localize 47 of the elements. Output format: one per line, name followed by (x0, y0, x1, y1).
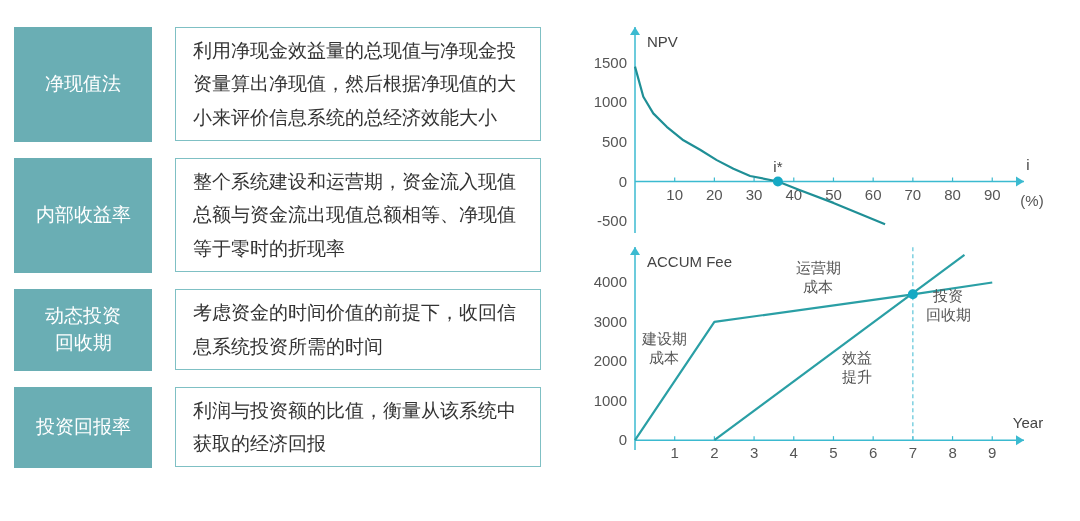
y-tick-label: 1000 (593, 391, 627, 409)
annotation: 效益提升 (842, 348, 872, 385)
annotation: 投资回收期 (925, 286, 971, 323)
x-tick-label: 1 (670, 444, 679, 462)
line-series (633, 65, 887, 226)
x-tick-label: 9 (988, 444, 997, 462)
text: 利用净现金效益量的总现值与净现金投资量算出净现值，然后根据净现值的大小来评价信息系统的总经济效能大小 (175, 27, 541, 141)
annotation: 建设期成本 (640, 329, 687, 366)
text: 内部收益率 (34, 203, 132, 228)
x-tick-label: 4 (789, 444, 798, 462)
annotation: (%) (1020, 192, 1044, 209)
x-tick-label: 8 (948, 444, 957, 462)
annotation: i* (773, 157, 783, 175)
y-tick-label: 0 (618, 431, 627, 449)
text: 净现值法 (44, 72, 122, 97)
text: 考虑资金的时间价值的前提下，收回信息系统投资所需的时间 (175, 289, 541, 370)
x-tick-label: 90 (983, 185, 1001, 203)
x-tick-label: 5 (829, 444, 838, 462)
text: 整个系统建设和运营期，资金流入现值总额与资金流出现值总额相等、净现值等于零时的折现率 (175, 158, 541, 272)
x-tick-label: 60 (864, 185, 882, 203)
x-tick-label: 2 (710, 444, 719, 462)
y-tick-label: 0 (618, 172, 627, 190)
x-tick-label: 7 (908, 444, 918, 462)
x-tick-label: 70 (904, 185, 922, 203)
y-axis-title: ACCUM Fee (647, 253, 733, 270)
text: 投资回报率 (34, 415, 132, 440)
y-tick-label: -500 (596, 212, 627, 230)
y-tick-label: 2000 (593, 352, 627, 370)
text: 利润与投资额的比值，衡量从该系统中获取的经济回报 (175, 387, 541, 467)
x-tick-label: 40 (785, 185, 803, 203)
annotation: 运营期成本 (795, 258, 841, 295)
y-tick-label: 1500 (593, 53, 627, 71)
x-axis-title: i (1026, 155, 1030, 173)
y-axis-title: NPV (647, 33, 678, 50)
x-tick-label: 20 (706, 185, 723, 203)
x-tick-label: 6 (868, 444, 878, 462)
text: 动态投资回收期 (44, 304, 122, 355)
x-tick-label: 50 (825, 185, 842, 203)
x-tick-label: 3 (749, 444, 759, 462)
x-tick-label: 30 (745, 185, 763, 203)
y-tick-label: 3000 (593, 312, 627, 330)
x-tick-label: 10 (666, 185, 684, 203)
y-tick-label: 500 (601, 132, 627, 150)
y-tick-label: 4000 (593, 273, 627, 291)
y-tick-label: 1000 (593, 93, 627, 111)
x-axis-title: Year (1012, 414, 1044, 432)
x-tick-label: 80 (944, 185, 961, 203)
